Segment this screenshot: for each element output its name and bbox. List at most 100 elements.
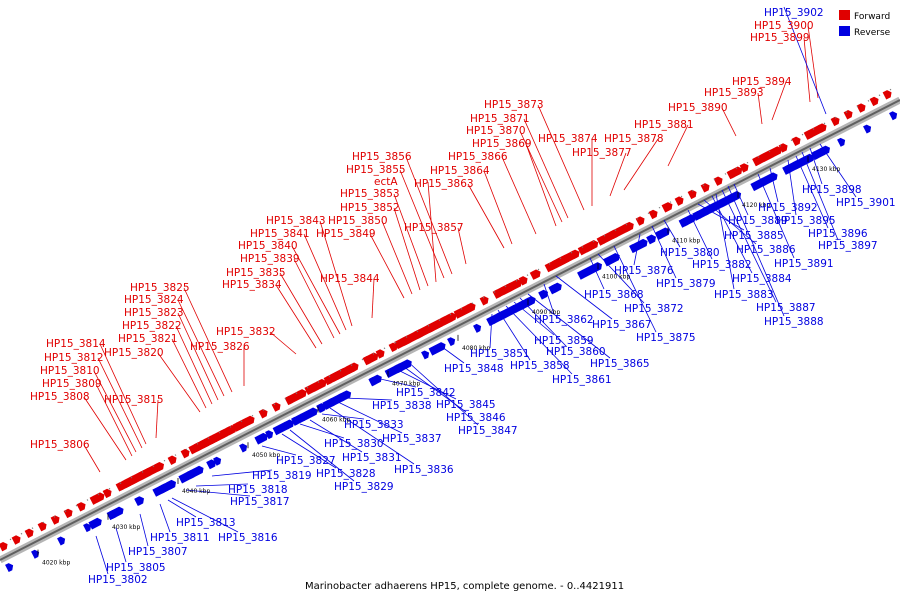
reverse-gene-block — [592, 262, 603, 272]
forward-gene-block — [388, 342, 398, 353]
reverse-gene-block — [499, 310, 508, 320]
dash-mark — [647, 212, 650, 215]
forward-gene-label: HP15_3809 — [42, 378, 102, 390]
reverse-gene-label: HP15_3865 — [590, 358, 650, 370]
dash-mark — [559, 257, 562, 260]
forward-gene-block — [687, 189, 697, 200]
dash-mark — [174, 454, 177, 456]
forward-gene-label: HP15_3844 — [320, 273, 380, 285]
reverse-gene-label: HP15_3847 — [458, 425, 518, 437]
dash-mark — [284, 397, 287, 400]
reverse-gene-block — [343, 390, 352, 400]
dash-mark — [889, 88, 892, 91]
dash-mark — [471, 302, 474, 305]
forward-gene-label: HP15_3814 — [46, 338, 106, 350]
reverse-gene-label: HP15_3867 — [592, 319, 652, 331]
forward-gene-block — [336, 369, 346, 379]
reverse-gene-block — [284, 419, 295, 430]
reverse-gene-label: HP15_3811 — [150, 532, 210, 544]
dash-mark — [592, 240, 595, 243]
dash-mark — [724, 173, 727, 175]
forward-gene-label: HP15_3822 — [122, 320, 182, 332]
reverse-gene-label: HP15_3897 — [818, 240, 878, 252]
dash-mark — [42, 521, 45, 524]
reverse-gene-block — [161, 483, 170, 493]
reverse-gene-block — [369, 377, 378, 386]
dash-mark — [361, 358, 364, 361]
forward-gene-label: HP15_3835 — [226, 267, 286, 279]
genome-caption: Marinobacter adhaerens HP15, complete ge… — [305, 581, 624, 592]
reverse-gene-block — [473, 323, 482, 333]
leader-lines — [83, 6, 857, 575]
dash-mark — [427, 324, 430, 327]
forward-gene-label: HP15_3881 — [634, 119, 694, 131]
forward-gene-block — [752, 156, 762, 166]
dash-mark — [856, 105, 859, 108]
dash-mark — [262, 409, 265, 411]
reverse-gene-block — [551, 284, 560, 293]
tick-label: 4060 kbp — [322, 416, 350, 423]
dash-mark — [339, 369, 342, 372]
dash-mark — [53, 516, 56, 518]
dash-mark — [790, 139, 793, 142]
forward-gene-block — [453, 309, 463, 319]
dash-mark — [152, 465, 155, 468]
tick-label: 4030 kbp — [112, 524, 140, 531]
reverse-gene-block — [525, 297, 534, 307]
dash-mark — [460, 308, 463, 310]
dash-mark — [130, 476, 133, 479]
reverse-gene-label: HP15_3888 — [764, 316, 824, 328]
dash-mark — [229, 426, 232, 428]
dash-mark — [713, 178, 716, 181]
forward-gene-label: HP15_3869 — [472, 138, 532, 150]
reverse-gene-block — [863, 124, 872, 134]
reverse-gene-label: HP15_3876 — [614, 265, 674, 277]
forward-gene-label: HP15_3806 — [30, 439, 90, 451]
forward-gene-block — [232, 422, 242, 432]
reverse-gene-block — [646, 234, 657, 245]
dash-mark — [240, 420, 243, 423]
forward-gene-block — [713, 176, 723, 186]
forward-gene-block — [258, 409, 268, 419]
legend-reverse-label: Reverse — [854, 28, 891, 38]
dash-mark — [20, 532, 23, 535]
forward-gene-block — [505, 282, 515, 293]
dash-mark — [801, 133, 804, 136]
reverse-gene-label: HP15_3859 — [534, 335, 594, 347]
dash-mark — [812, 128, 815, 130]
reverse-gene-label: HP15_3895 — [776, 215, 836, 227]
reverse-gene-label: HP15_3827 — [276, 455, 336, 467]
forward-gene-label: HP15_3871 — [470, 113, 530, 125]
forward-gene-block — [648, 209, 658, 220]
reverse-gene-block — [239, 443, 248, 453]
tick-marks: 4020 kbp 4030 kbp 4040 kbp 4050 kbp 4060 kbp… — [9, 88, 892, 567]
forward-gene-block — [856, 103, 866, 113]
reverse-gene-block — [447, 337, 456, 347]
forward-gene-label: HP15_3890 — [668, 102, 728, 114]
dash-mark — [372, 353, 375, 355]
forward-gene-block — [570, 249, 580, 259]
dash-mark — [350, 364, 353, 366]
dash-mark — [196, 442, 199, 445]
reverse-gene-label: HP15_3851 — [470, 348, 530, 360]
reverse-gene-block — [109, 509, 118, 519]
forward-gene-block — [115, 482, 125, 492]
reverse-gene-block — [603, 257, 612, 267]
reverse-gene-label: HP15_3819 — [252, 470, 312, 482]
dash-mark — [306, 386, 309, 389]
reverse-gene-block — [785, 164, 794, 174]
dash-mark — [834, 116, 837, 119]
dash-mark — [526, 274, 529, 276]
reverse-gene-label: HP15_3813 — [176, 517, 236, 529]
forward-gene-block — [622, 223, 632, 233]
forward-gene-block — [401, 335, 411, 346]
reverse-gene-label: HP15_3845 — [436, 399, 496, 411]
dash-mark — [823, 122, 826, 125]
forward-gene-label: HP15_3856 — [352, 151, 412, 163]
dash-mark — [779, 144, 782, 147]
forward-gene-label: HP15_3864 — [430, 165, 490, 177]
forward-gene-block — [440, 316, 450, 326]
forward-gene-label: HP15_3810 — [40, 365, 100, 377]
forward-gene-block — [843, 110, 853, 120]
tick-label: 4110 kbp — [672, 238, 700, 245]
